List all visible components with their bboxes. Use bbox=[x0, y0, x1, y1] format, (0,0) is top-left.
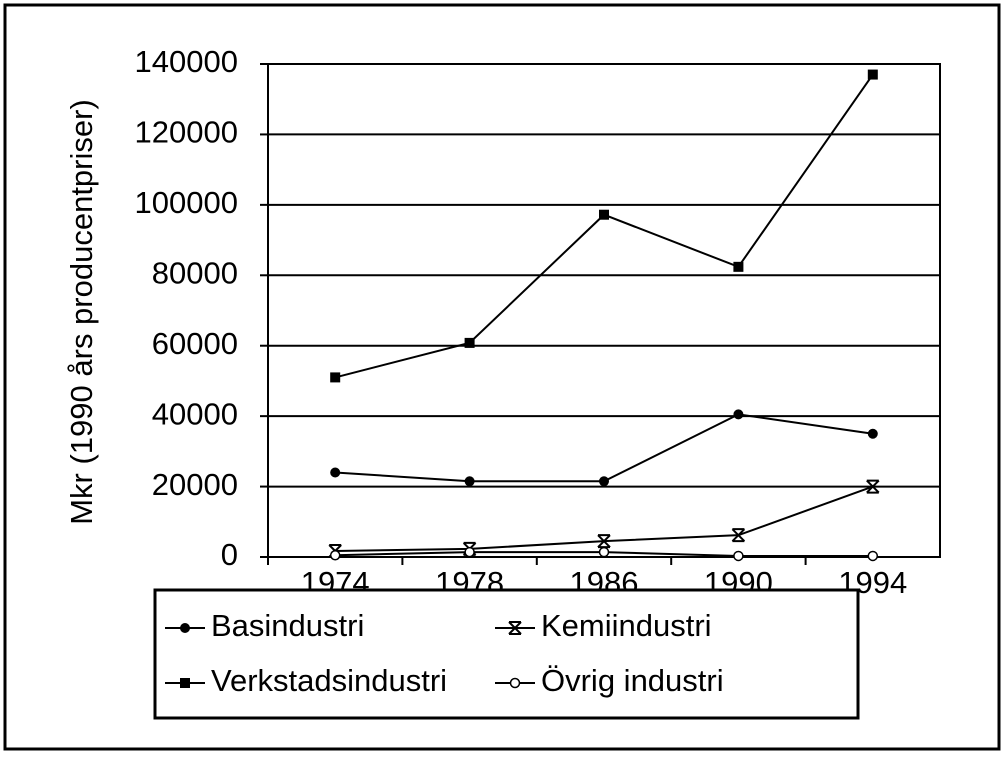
marker bbox=[599, 209, 609, 220]
y-tick-label: 40000 bbox=[152, 396, 238, 431]
y-tick-label: 100000 bbox=[135, 185, 238, 220]
marker bbox=[508, 621, 522, 635]
marker bbox=[329, 549, 341, 561]
y-tick-label: 60000 bbox=[152, 326, 238, 361]
marker bbox=[464, 476, 475, 487]
marker bbox=[599, 476, 609, 487]
legend-label: Verkstadsindustri bbox=[211, 663, 447, 698]
y-tick-label: 80000 bbox=[152, 255, 238, 290]
marker bbox=[597, 534, 611, 549]
marker bbox=[867, 428, 878, 439]
marker bbox=[180, 678, 190, 688]
marker bbox=[180, 623, 190, 633]
y-tick-label: 0 bbox=[221, 537, 238, 572]
marker bbox=[733, 550, 744, 562]
marker bbox=[330, 372, 341, 383]
y-tick-label: 20000 bbox=[152, 467, 238, 502]
y-tick-label: 140000 bbox=[135, 44, 238, 79]
marker bbox=[733, 409, 744, 420]
marker bbox=[867, 550, 879, 562]
y-tick-label: 120000 bbox=[135, 115, 238, 150]
marker bbox=[464, 546, 475, 558]
legend-box bbox=[153, 588, 860, 720]
marker bbox=[330, 467, 341, 478]
marker bbox=[509, 677, 521, 689]
legend-label: Kemiindustri bbox=[541, 608, 712, 643]
marker bbox=[867, 69, 878, 80]
marker bbox=[866, 479, 880, 494]
marker bbox=[464, 337, 475, 348]
marker bbox=[598, 546, 610, 558]
legend-label: Basindustri bbox=[211, 608, 364, 643]
marker bbox=[733, 261, 744, 272]
marker bbox=[731, 528, 746, 543]
legend-label: Övrig industri bbox=[541, 663, 724, 698]
y-axis-label: Mkr (1990 års producentpriser) bbox=[64, 99, 99, 525]
legend: Basindustri Kemiindustri Verkstadsindustri… bbox=[153, 588, 860, 720]
